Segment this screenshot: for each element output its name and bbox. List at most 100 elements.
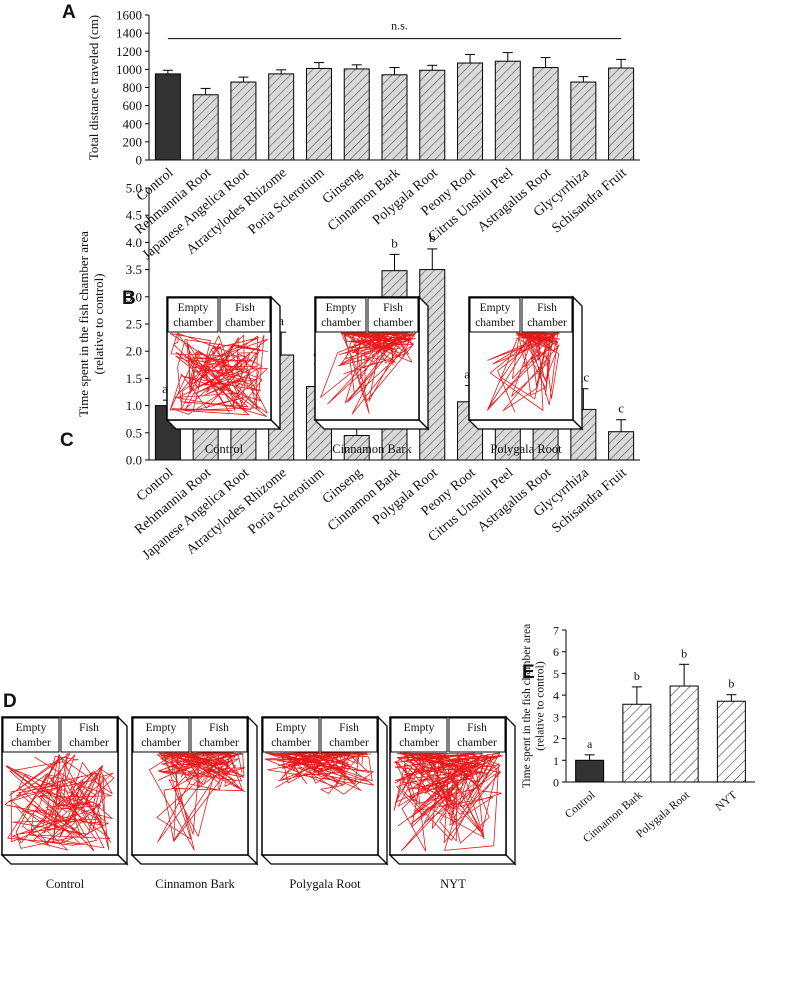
fish-chamber-box bbox=[60, 717, 118, 753]
tracking-d-nyt: Empty chamber Fish chamber NYT bbox=[388, 715, 517, 891]
y-tick-label: 1.0 bbox=[126, 398, 142, 413]
panel-letter-b: B bbox=[122, 288, 136, 309]
box-side-face bbox=[418, 295, 429, 431]
empty-chamber-label: Empty bbox=[146, 722, 177, 734]
significance-letter: b bbox=[391, 235, 398, 250]
y-tick-label: 400 bbox=[123, 116, 143, 131]
fish-chamber-label: Fish bbox=[235, 302, 255, 314]
empty-chamber-label: Empty bbox=[178, 302, 209, 314]
y-tick-label: 2.0 bbox=[126, 344, 142, 359]
box-side-face bbox=[117, 715, 128, 866]
bar-cinnamon-bark bbox=[622, 703, 652, 783]
y-tick-label: 3.5 bbox=[126, 262, 142, 277]
y-tick-label: 1200 bbox=[116, 44, 142, 59]
y-tick-label: 5.0 bbox=[126, 181, 142, 196]
bar-rehmannia-root bbox=[192, 94, 219, 161]
empty-chamber-box bbox=[469, 297, 521, 333]
significance-letter: b bbox=[429, 230, 436, 245]
swim-path bbox=[487, 332, 560, 413]
swim-path bbox=[149, 752, 246, 851]
y-tick-label: 3 bbox=[553, 710, 559, 724]
empty-chamber-label: chamber bbox=[475, 317, 515, 329]
empty-chamber-box bbox=[2, 717, 60, 753]
fish-chamber-label: chamber bbox=[225, 317, 265, 329]
bar-astragalus-root bbox=[532, 67, 559, 161]
panel-letter-c: C bbox=[60, 430, 74, 451]
chart-a: 0 200 400 600 800 1000 1200 1400 1600 Total dista… bbox=[86, 8, 640, 263]
empty-chamber-label: chamber bbox=[321, 317, 361, 329]
y-tick-label: 1.5 bbox=[126, 371, 142, 386]
swim-path bbox=[393, 752, 503, 852]
significance-letter: b bbox=[634, 669, 640, 683]
swim-path bbox=[169, 332, 268, 417]
box-side-face bbox=[247, 715, 258, 866]
tracking-caption: Cinnamon Bark bbox=[332, 442, 412, 456]
fish-chamber-label: chamber bbox=[373, 317, 413, 329]
box-side-face bbox=[270, 295, 281, 431]
fish-chamber-label: Fish bbox=[209, 722, 229, 734]
box-bottom-face bbox=[165, 419, 282, 430]
category-label-nyt: NYT bbox=[713, 789, 739, 813]
empty-chamber-box bbox=[132, 717, 190, 753]
fish-chamber-label: chamber bbox=[457, 737, 497, 749]
tracking-caption: Control bbox=[46, 877, 85, 891]
bar-schisandra-fruit bbox=[608, 431, 635, 461]
box-side-face bbox=[377, 715, 388, 866]
chart-c: 0.0 0.5 1.0 1.5 2.0 2.5 3.0 3.5 4.0 4.5 5.0 Time sp… bbox=[76, 181, 640, 563]
significance-letter: b bbox=[681, 646, 687, 660]
bar-ginseng bbox=[343, 435, 370, 461]
bar-control bbox=[154, 73, 181, 161]
box-bottom-face bbox=[260, 854, 389, 865]
bar-japanese-angelica-root bbox=[230, 81, 257, 161]
empty-chamber-label: Empty bbox=[326, 302, 357, 314]
fish-chamber-label: chamber bbox=[69, 737, 109, 749]
bar-peony-root bbox=[457, 62, 484, 161]
panel-letter-e: E bbox=[522, 662, 535, 683]
significance-letter: c bbox=[618, 401, 624, 416]
significance-letter: ac bbox=[578, 370, 590, 385]
bar-schisandra-fruit bbox=[608, 67, 635, 161]
chart-e: 0 1 2 3 4 5 6 7 Time spent in the fish chamber a… bbox=[521, 624, 755, 845]
bar-nyt bbox=[716, 700, 746, 783]
significance-letter: b bbox=[728, 677, 734, 691]
bar-atractylodes-rhizome bbox=[268, 73, 295, 161]
significance-letter: a bbox=[278, 313, 284, 328]
tracking-b-cinnamon-bark: Empty chamber Fish chamber Cinnamon Bark bbox=[313, 295, 430, 456]
y-tick-label: 200 bbox=[123, 134, 143, 149]
panel-letter-d: D bbox=[3, 691, 17, 712]
empty-chamber-label: Empty bbox=[16, 722, 47, 734]
tracking-caption: Polygala Root bbox=[289, 877, 361, 891]
fish-chamber-label: chamber bbox=[527, 317, 567, 329]
fish-chamber-box bbox=[320, 717, 378, 753]
empty-chamber-box bbox=[390, 717, 448, 753]
empty-chamber-label: Empty bbox=[480, 302, 511, 314]
tracking-b-control: Empty chamber Fish chamber Control bbox=[165, 295, 282, 456]
y-tick-label: 2 bbox=[553, 732, 559, 746]
fish-chamber-label: Fish bbox=[79, 722, 99, 734]
y-tick-label: 0 bbox=[136, 153, 143, 168]
y-tick-label: 1400 bbox=[116, 26, 142, 41]
fish-chamber-box bbox=[448, 717, 506, 753]
box-side-face bbox=[505, 715, 516, 866]
swim-path bbox=[264, 752, 375, 795]
empty-chamber-label: chamber bbox=[11, 737, 51, 749]
y-axis-label: (relative to control) bbox=[535, 661, 547, 751]
swim-path bbox=[4, 752, 115, 852]
y-tick-label: 800 bbox=[123, 80, 143, 95]
empty-chamber-label: chamber bbox=[141, 737, 181, 749]
fish-chamber-box bbox=[190, 717, 248, 753]
category-label-control: Control bbox=[563, 789, 598, 821]
y-tick-label: 600 bbox=[123, 98, 143, 113]
y-tick-label: 6 bbox=[553, 645, 559, 659]
y-tick-label: 0 bbox=[553, 776, 559, 790]
bar-polygala-root bbox=[419, 69, 446, 161]
tracking-d-cinnamon-bark: Empty chamber Fish chamber Cinnamon Bark bbox=[130, 715, 259, 891]
tracking-b-polygala-root: Empty chamber Fish chamber Polygala Root bbox=[467, 295, 584, 456]
box-bottom-face bbox=[313, 419, 430, 430]
y-axis-label: (relative to control) bbox=[91, 273, 106, 374]
empty-chamber-label: Empty bbox=[404, 722, 435, 734]
y-tick-label: 4.5 bbox=[126, 208, 142, 223]
fish-chamber-box bbox=[219, 297, 271, 333]
bar-citrus-unshiu-peel bbox=[494, 60, 521, 161]
